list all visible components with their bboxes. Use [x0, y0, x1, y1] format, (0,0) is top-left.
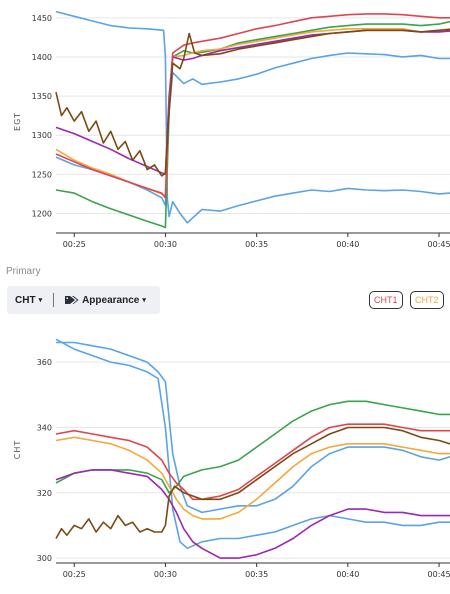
cht-dropdown-label: CHT: [15, 294, 36, 306]
toolbar: CHT ▾ Appearance ▾: [7, 286, 160, 314]
series-line-4: [55, 436, 450, 520]
series-line-6: [55, 28, 450, 177]
appearance-dropdown-button[interactable]: Appearance ▾: [57, 295, 154, 306]
chevron-down-icon: ▾: [38, 297, 43, 304]
y-tick-label: 1400: [32, 53, 52, 62]
x-tick-label: 00:30: [154, 240, 177, 249]
y-tick-label: 300: [37, 554, 52, 563]
egt-chart: 1200 1250 1300 1350 1400 1450 00:25 00:30 00:35 0…: [13, 10, 450, 249]
y-tick-label: 1250: [32, 170, 52, 179]
y-tick-label: 1300: [32, 131, 52, 140]
series-line-2: [55, 400, 450, 494]
series-line-4: [55, 29, 450, 176]
x-tick-label: 00:45: [428, 240, 450, 249]
x-tick-label: 00:45: [428, 570, 450, 579]
x-tick-label: 00:40: [336, 570, 359, 579]
legend-chip-cht1[interactable]: CHT1: [369, 291, 403, 309]
y-tick-label: 1350: [32, 92, 52, 101]
series-line-3: [55, 423, 450, 501]
chevron-down-icon: ▾: [142, 297, 146, 304]
x-tick-label: 00:30: [154, 570, 177, 579]
x-tick-label: 00:25: [63, 570, 86, 579]
toolbar-divider: [53, 293, 55, 307]
y-axis-title: CHT: [13, 440, 22, 460]
series-line-5: [55, 469, 450, 559]
y-tick-label: 1450: [32, 14, 52, 23]
appearance-dropdown-label: Appearance: [82, 294, 140, 306]
x-tick-label: 00:35: [245, 240, 268, 249]
series-line-5: [55, 13, 450, 199]
series-line-0: [55, 10, 450, 224]
y-tick-label: 1200: [32, 209, 52, 218]
section-label: Primary: [6, 266, 41, 277]
x-tick-label: 00:35: [245, 570, 268, 579]
series-line-3: [55, 27, 450, 197]
y-axis-title: EGT: [13, 112, 22, 131]
y-tick-label: 340: [37, 423, 52, 432]
y-tick-label: 320: [37, 489, 52, 498]
legend-chip-cht2[interactable]: CHT2: [410, 291, 444, 309]
x-tick-label: 00:40: [336, 240, 359, 249]
x-tick-label: 00:25: [63, 240, 86, 249]
cht-dropdown-button[interactable]: CHT ▾: [7, 295, 50, 306]
y-tick-label: 360: [37, 358, 52, 367]
series-line-6: [55, 426, 450, 539]
series-line-1: [55, 338, 450, 550]
series-line-2: [55, 20, 450, 229]
cht-chart: 300 320 340 360 00:25 00:30 00:35 00:40 00:45 CHT: [13, 338, 450, 579]
tags-icon: [65, 296, 79, 304]
series-line-0: [56, 341, 450, 514]
series-line-1: [55, 52, 450, 207]
